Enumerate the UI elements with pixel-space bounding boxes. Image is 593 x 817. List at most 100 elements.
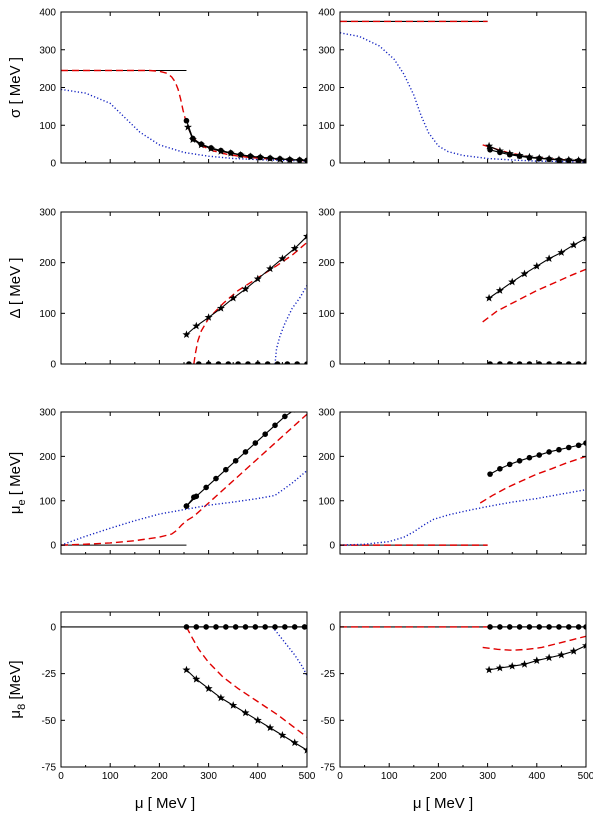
panel-0-1: 0 100 200 300 400 (318, 8, 587, 170)
data-point-circle (536, 452, 543, 458)
data-point-star (182, 665, 191, 674)
data-point-circle (506, 461, 513, 468)
data-point-star (204, 684, 213, 692)
y-tick-label: 0 (50, 360, 56, 371)
x-tick-label: 300 (200, 771, 217, 782)
data-point-circle (262, 624, 268, 630)
y-tick-label: 100 (318, 309, 335, 320)
data-point-circle (291, 624, 298, 630)
y-tick-label: 100 (39, 121, 56, 132)
data-point-star (574, 156, 583, 163)
data-point-star (545, 254, 554, 263)
data-point-star (582, 234, 586, 242)
data-point-circle (272, 624, 278, 630)
data-point-circle (274, 361, 281, 364)
data-point-circle (252, 440, 259, 446)
series-line-solid-4 (489, 442, 586, 475)
data-point-circle (487, 146, 493, 153)
data-point-circle (536, 361, 543, 364)
data-point-star (495, 663, 504, 672)
data-point-star (246, 152, 255, 160)
data-point-circle (487, 361, 493, 364)
x-tick-label: 200 (430, 771, 447, 782)
data-point-star (564, 155, 573, 163)
y-axis-label-main: μ (7, 710, 24, 719)
data-point-star (216, 304, 225, 312)
data-point-circle (225, 361, 232, 364)
data-point-circle (252, 624, 259, 630)
data-point-star (188, 135, 197, 143)
data-point-star (192, 675, 201, 683)
series-line-dashed-1 (193, 241, 307, 364)
data-point-star (582, 641, 586, 650)
data-point-circle (191, 494, 197, 501)
y-tick-label: 0 (329, 360, 335, 371)
x-tick-label: 500 (578, 771, 593, 782)
series-group (61, 412, 307, 546)
y-tick-label: 100 (318, 121, 335, 132)
data-point-circle (556, 624, 562, 630)
data-point-circle (526, 454, 533, 461)
data-point-circle (487, 624, 493, 630)
data-point-star (229, 701, 238, 709)
data-point-circle (223, 624, 229, 630)
series-group (340, 440, 586, 546)
data-point-circle (183, 117, 190, 124)
data-point-star (241, 708, 250, 717)
y-axis-label-subscript: e (16, 499, 28, 505)
y-tick-label: -50 (321, 716, 336, 727)
data-point-circle (264, 361, 271, 364)
y-axis-label-row-2: μe [ MeV] (7, 452, 28, 514)
data-point-star (295, 156, 304, 163)
y-axis-label-main: Δ [ MeV ] (7, 258, 24, 319)
y-axis-label-main: σ [ MeV ] (7, 57, 24, 118)
data-point-star (554, 155, 563, 163)
y-tick-label: -25 (321, 669, 336, 680)
data-point-circle (203, 484, 209, 491)
data-point-star (569, 647, 578, 655)
x-axis-label-right: μ [ MeV ] (413, 795, 473, 812)
y-tick-label: -50 (42, 716, 57, 727)
y-tick-label: 0 (50, 622, 56, 633)
data-point-circle (193, 624, 200, 630)
series-line-dotted-2 (61, 88, 307, 162)
data-point-star (266, 723, 275, 732)
data-point-circle (195, 361, 202, 364)
y-axis-label-units: [ MeV] (7, 452, 24, 500)
plot-frame (60, 411, 308, 555)
data-point-star (204, 313, 213, 321)
y-tick-label: 300 (318, 208, 335, 219)
y-axis-label-main: μ (7, 505, 24, 514)
data-point-star (582, 156, 586, 163)
series-line-dashed-2 (482, 635, 586, 651)
data-point-star (303, 232, 307, 240)
panel-1-0: 0 100 200 300 (39, 208, 308, 371)
y-tick-label: 200 (318, 258, 335, 269)
series-line-solid-3 (185, 120, 307, 161)
data-point-star (545, 653, 554, 662)
data-point-circle (186, 361, 192, 364)
data-point-circle (242, 624, 249, 630)
x-axis-label-left: μ [ MeV ] (135, 795, 195, 812)
data-point-star (229, 293, 238, 302)
data-point-star (197, 140, 206, 149)
y-tick-label: 200 (318, 452, 335, 463)
panel-2-0: 0 100 200 300 (39, 408, 308, 555)
panel-3-0: 0 100 200 300 400 500 0 -25 -50 -75 (42, 611, 316, 782)
x-tick-label: 400 (528, 771, 545, 782)
data-point-circle (183, 624, 190, 630)
data-point-star (303, 745, 307, 754)
data-point-circle (516, 458, 523, 464)
data-point-circle (232, 624, 239, 630)
y-tick-label: -25 (42, 669, 57, 680)
data-point-circle (215, 361, 222, 364)
series-line-dotted-2 (61, 470, 307, 546)
data-point-circle (497, 466, 503, 472)
data-point-circle (546, 449, 552, 455)
y-tick-label: 200 (39, 452, 56, 463)
x-tick-label: 0 (337, 771, 343, 782)
data-point-star (532, 656, 541, 664)
y-tick-label: 0 (329, 159, 335, 170)
data-point-circle (536, 624, 543, 630)
series-line-solid-4 (488, 645, 586, 671)
